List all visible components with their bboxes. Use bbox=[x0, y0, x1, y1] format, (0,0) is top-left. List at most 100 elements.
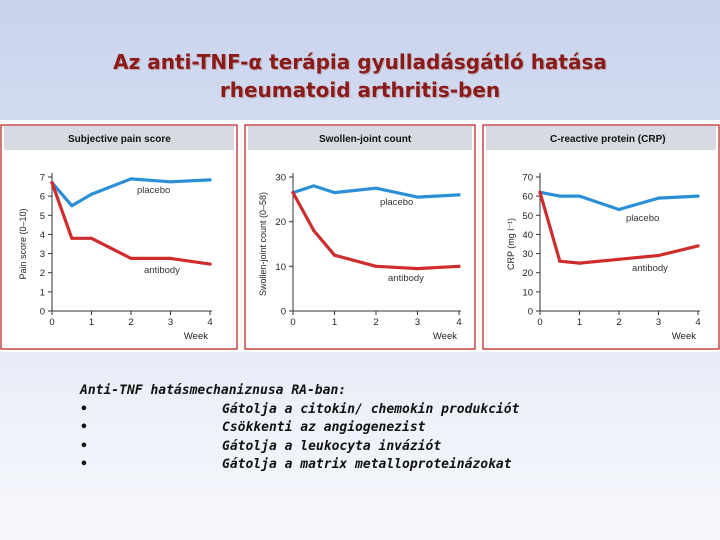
placebo-data-point bbox=[70, 204, 74, 208]
y-tick-label: 70 bbox=[522, 173, 533, 184]
placebo-data-point bbox=[617, 207, 621, 212]
antibody-data-point bbox=[208, 262, 212, 266]
x-tick-label: 2 bbox=[373, 317, 378, 328]
y-tick-label: 0 bbox=[40, 307, 45, 318]
placebo-series-line bbox=[50, 177, 212, 208]
placebo-series-line bbox=[291, 184, 461, 199]
panel-frame bbox=[482, 124, 720, 350]
x-axis-label: Week bbox=[433, 331, 457, 342]
list-item: • Csökkenti az angiogenezist bbox=[80, 419, 680, 438]
x-tick-label: 0 bbox=[49, 317, 54, 328]
y-tick-label: 30 bbox=[522, 249, 533, 260]
antibody-data-point bbox=[457, 264, 461, 268]
antibody-data-point bbox=[558, 259, 562, 263]
x-tick-label: 1 bbox=[332, 317, 337, 328]
x-tick-label: 3 bbox=[415, 317, 420, 328]
panel-header bbox=[486, 126, 716, 150]
y-axis-label: Pain score (0–10) bbox=[18, 208, 28, 279]
placebo-series-label: placebo bbox=[137, 185, 170, 196]
list-item: • Gátolja a citokin/ chemokin produkciót bbox=[80, 401, 680, 420]
panel-frame bbox=[244, 124, 476, 350]
placebo-series-label: placebo bbox=[626, 213, 659, 224]
y-tick-label: 20 bbox=[275, 217, 286, 228]
placebo-data-point bbox=[168, 180, 173, 184]
antibody-data-point bbox=[577, 261, 582, 265]
x-tick-label: 3 bbox=[656, 317, 661, 328]
panel-header bbox=[248, 126, 472, 150]
y-tick-label: 7 bbox=[40, 173, 45, 184]
y-tick-label: 20 bbox=[522, 268, 533, 279]
y-tick-label: 0 bbox=[281, 307, 286, 318]
x-tick-label: 0 bbox=[537, 317, 542, 328]
placebo-data-point bbox=[312, 184, 316, 188]
antibody-data-point bbox=[70, 236, 74, 240]
y-tick-label: 4 bbox=[40, 230, 45, 241]
x-axis-label: Week bbox=[672, 331, 696, 342]
mechanism-notes: Anti-TNF hatásmechaniznusa RA-ban: • Gát… bbox=[80, 382, 680, 475]
y-tick-label: 1 bbox=[40, 287, 45, 298]
antibody-series-label: antibody bbox=[632, 263, 668, 274]
antibody-data-point bbox=[291, 191, 295, 195]
antibody-series-line bbox=[291, 190, 461, 271]
placebo-data-point bbox=[577, 194, 582, 198]
crp-chart: C-reactive protein (CRP) 0 10 20 30 40 50 60 70 0… bbox=[482, 124, 720, 350]
panel-title: C-reactive protein (CRP) bbox=[550, 134, 666, 145]
y-axis-label: CRP (mg l⁻¹) bbox=[506, 218, 516, 270]
antibody-data-point bbox=[415, 266, 420, 271]
antibody-data-point bbox=[129, 256, 133, 260]
placebo-data-point bbox=[696, 194, 700, 198]
antibody-data-point bbox=[332, 253, 337, 257]
note-text: Gátolja a citokin/ chemokin produkciót bbox=[222, 401, 520, 417]
panel-title: Subjective pain score bbox=[68, 134, 171, 145]
chart-strip: Subjective pain score 0 1 2 3 4 5 6 7 0 1 2 3 4 Week Pa… bbox=[0, 120, 720, 352]
x-axis-label: Week bbox=[184, 331, 208, 342]
x-tick-label: 1 bbox=[577, 317, 582, 328]
slide-title: Az anti-TNF-α terápia gyulladásgátló hat… bbox=[0, 48, 720, 104]
y-tick-label: 6 bbox=[40, 192, 45, 203]
y-tick-label: 0 bbox=[528, 307, 533, 318]
placebo-data-point bbox=[332, 191, 337, 195]
y-tick-label: 60 bbox=[522, 192, 533, 203]
bullet: • bbox=[80, 420, 88, 435]
placebo-data-point bbox=[457, 193, 461, 197]
antibody-data-point bbox=[656, 253, 661, 258]
x-tick-label: 4 bbox=[456, 317, 461, 328]
antibody-series-label: antibody bbox=[144, 265, 180, 276]
antibody-data-point bbox=[89, 236, 94, 240]
title-line-2: rheumatoid arthritis-ben bbox=[219, 78, 501, 102]
notes-heading: Anti-TNF hatásmechaniznusa RA-ban: bbox=[80, 383, 347, 398]
antibody-series-line bbox=[50, 181, 212, 266]
y-tick-label: 5 bbox=[40, 211, 45, 222]
bullet: • bbox=[80, 457, 88, 472]
panel-frame bbox=[0, 124, 238, 350]
x-tick-label: 0 bbox=[290, 317, 295, 328]
x-tick-label: 2 bbox=[616, 317, 621, 328]
y-tick-label: 50 bbox=[522, 211, 533, 222]
pain-score-chart: Subjective pain score 0 1 2 3 4 5 6 7 0 1 2 3 4 Week Pa… bbox=[0, 124, 238, 350]
antibody-data-point bbox=[312, 229, 316, 233]
bullet: • bbox=[80, 401, 88, 417]
y-tick-label: 10 bbox=[522, 287, 533, 298]
antibody-data-point bbox=[696, 244, 700, 248]
y-tick-label: 30 bbox=[275, 173, 286, 184]
note-text: Csökkenti az angiogenezist bbox=[222, 420, 426, 435]
antibody-data-point bbox=[374, 264, 378, 268]
antibody-data-point bbox=[168, 256, 173, 260]
y-tick-label: 40 bbox=[522, 230, 533, 241]
x-tick-label: 1 bbox=[89, 317, 94, 328]
antibody-data-point bbox=[538, 190, 542, 194]
placebo-data-point bbox=[415, 195, 420, 199]
x-tick-label: 3 bbox=[168, 317, 173, 328]
x-tick-label: 2 bbox=[128, 317, 133, 328]
panel-header bbox=[4, 126, 234, 150]
placebo-data-point bbox=[129, 177, 133, 181]
note-text: Gátolja a leukocyta inváziót bbox=[222, 438, 442, 454]
bullet: • bbox=[80, 438, 88, 454]
antibody-data-point bbox=[617, 257, 621, 261]
placebo-data-point bbox=[656, 196, 661, 200]
antibody-series-label: antibody bbox=[388, 273, 424, 284]
placebo-series-line bbox=[538, 190, 700, 212]
y-tick-label: 2 bbox=[40, 268, 45, 279]
list-item: • Gátolja a matrix metalloproteinázokat bbox=[80, 456, 680, 475]
x-tick-label: 4 bbox=[695, 317, 700, 328]
